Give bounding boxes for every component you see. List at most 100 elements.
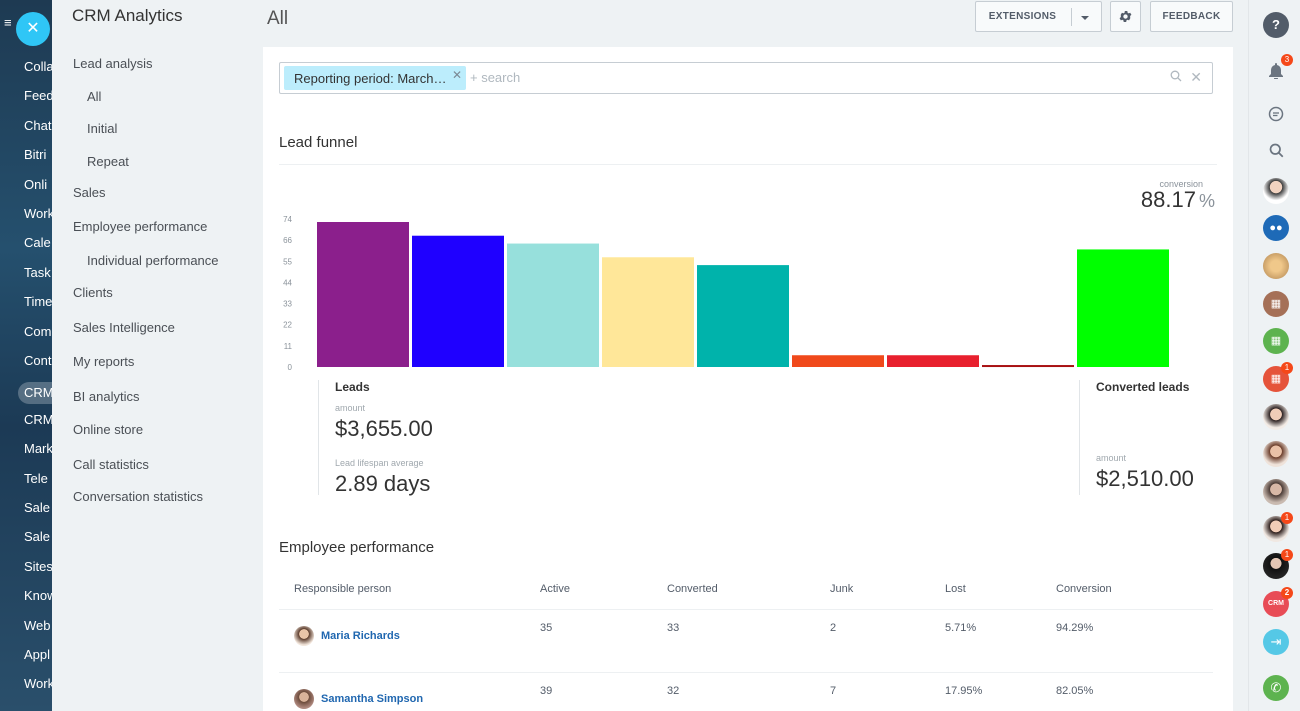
badge: 1: [1281, 512, 1293, 524]
user-avatar[interactable]: [1263, 404, 1289, 430]
main-nav-item[interactable]: Chat: [24, 117, 52, 133]
chat-icon[interactable]: [1263, 101, 1289, 127]
y-tick-label: 11: [284, 342, 293, 351]
y-tick-label: 66: [283, 236, 292, 245]
main-nav-item[interactable]: Tele: [24, 470, 48, 486]
main-nav-item[interactable]: Cale: [24, 235, 51, 251]
calendar-icon[interactable]: ▦ 1: [1263, 362, 1293, 392]
menu-item-sales-intelligence[interactable]: Sales Intelligence: [73, 320, 175, 335]
main-nav-item[interactable]: Bitri: [24, 147, 47, 163]
converted-leads-stat-block: Converted leads amount $2,510.00: [1079, 380, 1219, 495]
main-nav-item[interactable]: Cont: [24, 353, 52, 368]
column-header[interactable]: Conversion: [1056, 569, 1213, 610]
column-header[interactable]: Responsible person: [279, 569, 540, 610]
funnel-bar[interactable]: [602, 257, 694, 367]
column-header[interactable]: Active: [540, 569, 667, 610]
group-icon[interactable]: ●●: [1263, 215, 1289, 241]
funnel-bar[interactable]: [412, 235, 504, 367]
main-nav-item[interactable]: Appl: [24, 647, 51, 662]
menu-item-my-reports[interactable]: My reports: [73, 354, 135, 369]
funnel-bar[interactable]: [1077, 249, 1169, 367]
main-nav-item[interactable]: CRM: [18, 382, 52, 405]
column-header[interactable]: Lost: [945, 569, 1056, 610]
filter-chip[interactable]: Reporting period: March…: [284, 66, 466, 90]
main-nav-item[interactable]: Sale: [24, 500, 51, 515]
menu-item-lead-analysis[interactable]: Lead analysis: [73, 56, 153, 71]
chevron-down-icon[interactable]: [1081, 16, 1089, 20]
badge: 2: [1281, 587, 1293, 599]
funnel-bar[interactable]: [507, 243, 599, 367]
user-avatar[interactable]: [1263, 178, 1289, 204]
menu-item-online-store[interactable]: Online store: [73, 422, 144, 437]
leads-stat-block: Leads amount $3,655.00 Lead lifespan ave…: [318, 380, 618, 496]
main-nav-item[interactable]: Web: [24, 617, 51, 633]
calendar-icon[interactable]: ▦: [1263, 291, 1289, 317]
main-nav-item[interactable]: Work: [24, 676, 52, 692]
conversion-unit: %: [1198, 191, 1215, 211]
person-cell[interactable]: Maria Richards: [294, 625, 540, 646]
main-nav-item[interactable]: Colla: [24, 59, 52, 74]
user-avatar[interactable]: [1263, 441, 1289, 467]
user-avatar[interactable]: [1263, 479, 1289, 505]
main-nav-item[interactable]: Mark: [24, 441, 52, 457]
conversion-cell: 82.05%: [1056, 672, 1213, 711]
menu-item-individual-performance[interactable]: Individual performance: [87, 253, 219, 268]
feedback-button[interactable]: FEEDBACK: [1150, 1, 1233, 32]
main-nav-item[interactable]: Task: [24, 264, 51, 280]
menu-item-employee-performance[interactable]: Employee performance: [73, 219, 208, 234]
close-panel-icon[interactable]: ✕: [16, 12, 50, 46]
main-nav-item[interactable]: Know: [24, 588, 52, 604]
person-name-link[interactable]: Samantha Simpson: [321, 692, 424, 705]
column-header[interactable]: Converted: [667, 569, 830, 610]
calendar-icon[interactable]: ▦: [1263, 328, 1289, 354]
close-icon[interactable]: ✕: [452, 68, 463, 82]
menu-item-sales[interactable]: Sales: [73, 185, 106, 200]
phone-icon[interactable]: ✆: [1263, 675, 1289, 701]
menu-item-call-statistics[interactable]: Call statistics: [73, 457, 149, 472]
main-nav-item[interactable]: Com: [24, 323, 52, 339]
menu-item-initial[interactable]: Initial: [87, 121, 118, 136]
user-avatar[interactable]: [1263, 253, 1289, 279]
filter-bar[interactable]: Reporting period: March… ✕ + search ✕: [279, 62, 1213, 94]
menu-item-conversation-statistics[interactable]: Conversation statistics: [73, 489, 204, 504]
settings-button[interactable]: [1110, 1, 1141, 32]
main-nav-item[interactable]: Sites: [24, 558, 52, 574]
avatar: [294, 625, 314, 646]
search-icon[interactable]: [1263, 138, 1289, 164]
lead-funnel-chart: 74 66 55 44 33 22 11 0: [283, 215, 1169, 372]
lead-funnel-title: Lead funnel: [279, 134, 358, 151]
person-cell[interactable]: Samantha Simpson: [294, 688, 540, 709]
user-avatar[interactable]: 1: [1263, 549, 1293, 579]
menu-item-bi-analytics[interactable]: BI analytics: [73, 389, 140, 404]
funnel-bar[interactable]: [982, 365, 1074, 368]
leads-amount-label: amount: [335, 403, 366, 413]
clear-filter-icon[interactable]: ✕: [1190, 69, 1202, 85]
menu-item-repeat[interactable]: Repeat: [87, 154, 129, 169]
main-nav-item[interactable]: Work: [24, 206, 52, 221]
crm-icon[interactable]: CRM 2: [1263, 587, 1293, 617]
search-icon[interactable]: [1170, 70, 1182, 82]
main-nav-item[interactable]: CRM: [24, 411, 52, 427]
menu-icon[interactable]: ≡: [4, 15, 12, 30]
main-nav-item[interactable]: Time: [24, 294, 52, 310]
funnel-bar[interactable]: [792, 355, 884, 367]
help-icon[interactable]: ?: [1263, 12, 1289, 38]
leads-title: Leads: [335, 380, 370, 394]
junk-cell: 7: [830, 672, 945, 711]
bell-icon[interactable]: 3: [1263, 54, 1293, 84]
share-icon[interactable]: ⇥: [1263, 629, 1289, 655]
funnel-bar[interactable]: [317, 222, 409, 367]
user-avatar[interactable]: 1: [1263, 512, 1293, 542]
main-nav-item[interactable]: Sale: [24, 529, 51, 545]
conversion-label: conversion: [1159, 179, 1203, 189]
extensions-button[interactable]: EXTENSIONS: [975, 1, 1102, 32]
main-nav-item[interactable]: Onli: [24, 176, 48, 192]
menu-item-all[interactable]: All: [87, 89, 102, 104]
column-header[interactable]: Junk: [830, 569, 945, 610]
funnel-bar[interactable]: [697, 265, 789, 367]
search-input[interactable]: + search: [470, 70, 521, 85]
menu-item-clients[interactable]: Clients: [73, 285, 113, 300]
main-nav-item[interactable]: Feed: [24, 88, 52, 104]
person-name-link[interactable]: Maria Richards: [321, 629, 400, 642]
funnel-bar[interactable]: [887, 355, 979, 367]
